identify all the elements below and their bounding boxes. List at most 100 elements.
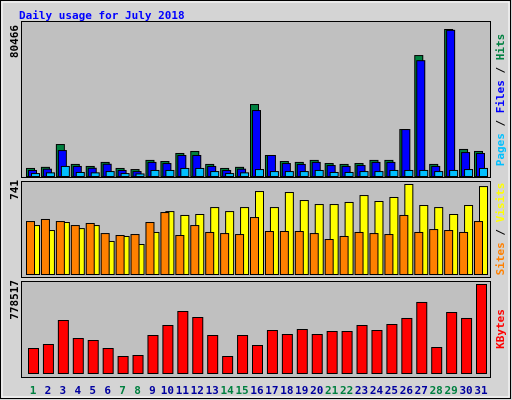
x-tick-label: 7 (119, 384, 126, 397)
bar (416, 301, 428, 374)
x-tick-label: 8 (134, 384, 141, 397)
bar (299, 171, 309, 177)
x-tick-label: 24 (370, 384, 384, 397)
bar (102, 347, 114, 374)
bar (309, 233, 319, 276)
bar (177, 311, 189, 374)
bar (326, 330, 338, 375)
bar (429, 229, 439, 275)
x-tick-label: 31 (474, 384, 488, 397)
x-tick-label: 21 (325, 384, 339, 397)
bar (175, 235, 185, 275)
bar (240, 172, 250, 177)
x-tick-label: 4 (74, 384, 81, 397)
bar (117, 356, 129, 375)
bar (145, 222, 155, 275)
y-tick-label: 80466 (8, 25, 21, 58)
x-tick-label: 20 (310, 384, 323, 397)
bar (147, 335, 159, 375)
bar (180, 167, 190, 177)
bar (250, 217, 259, 275)
bar (190, 225, 200, 275)
bar (431, 347, 443, 375)
x-tick-label: 16 (250, 384, 264, 397)
bar (446, 29, 456, 177)
bar (75, 171, 85, 177)
legend-entry: Hits (494, 34, 507, 61)
bar (222, 356, 234, 375)
x-tick-label: 11 (176, 384, 190, 397)
legend: Pages / Files / Hits (494, 34, 507, 167)
x-tick-label: 22 (340, 384, 353, 397)
bar (359, 171, 369, 177)
x-tick-label: 13 (206, 384, 219, 397)
bar (389, 169, 399, 177)
bar (28, 347, 39, 374)
bar (135, 173, 145, 177)
bar (42, 343, 54, 375)
bar (459, 231, 469, 275)
bar (386, 324, 398, 374)
x-tick-label: 5 (89, 384, 96, 397)
bar (434, 171, 444, 177)
y-tick-label: 778517 (8, 280, 21, 320)
x-tick-label: 10 (161, 384, 174, 397)
legend-entry: Pages (494, 133, 507, 166)
bar (384, 234, 394, 275)
bar (294, 231, 304, 275)
bar (279, 231, 289, 275)
x-tick-label: 27 (415, 384, 428, 397)
bar (474, 221, 483, 276)
x-tick-label: 2 (45, 384, 52, 397)
bar (374, 171, 384, 177)
bar (252, 110, 261, 177)
bar (162, 324, 174, 375)
bar (354, 231, 364, 275)
bar (266, 330, 278, 374)
x-tick-label: 25 (385, 384, 398, 397)
bar (401, 317, 413, 374)
bar (414, 231, 424, 275)
bar (207, 335, 219, 375)
bar (31, 173, 40, 177)
bar (26, 221, 35, 276)
legend-entry: Sites (494, 242, 507, 275)
x-tick-label: 28 (430, 384, 443, 397)
bar (225, 173, 235, 177)
bar (296, 328, 308, 374)
bar (160, 212, 170, 276)
bar (281, 334, 293, 374)
x-tick-label: 17 (265, 384, 278, 397)
bar (120, 173, 130, 177)
y-tick-label: 741 (8, 180, 21, 200)
bar (165, 169, 175, 177)
bar (324, 239, 334, 276)
bar (235, 234, 245, 275)
x-tick-label: 6 (104, 384, 111, 397)
bar (269, 171, 279, 177)
legend-entry: KBytes (494, 309, 507, 349)
bar (284, 171, 294, 177)
x-tick-label: 3 (60, 384, 67, 397)
x-tick-label: 30 (459, 384, 472, 397)
bar (132, 355, 144, 374)
legend-separator: / (494, 113, 507, 133)
bar (252, 345, 263, 374)
legend: KBytes (494, 309, 507, 349)
legend-separator: / (494, 60, 507, 80)
bar (461, 317, 473, 374)
bar (449, 169, 459, 177)
x-tick-label: 14 (221, 384, 235, 397)
x-tick-label: 18 (280, 384, 293, 397)
bar (369, 233, 379, 276)
bar (150, 169, 160, 177)
bar (356, 324, 368, 375)
bar (476, 284, 487, 374)
bar (100, 233, 110, 276)
bar (195, 167, 205, 177)
bar (205, 231, 215, 275)
bar (339, 235, 349, 276)
bar (399, 214, 409, 276)
